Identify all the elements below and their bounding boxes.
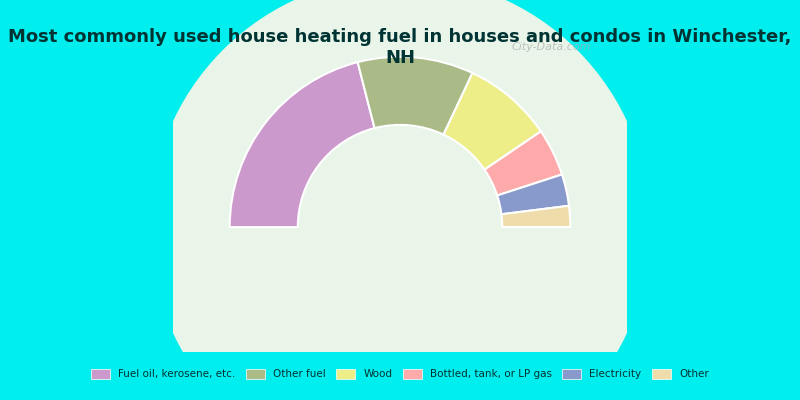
Wedge shape [443,73,541,170]
Wedge shape [358,57,473,135]
Legend: Fuel oil, kerosene, etc., Other fuel, Wood, Bottled, tank, or LP gas, Electricit: Fuel oil, kerosene, etc., Other fuel, Wo… [86,363,714,385]
Circle shape [150,0,650,400]
Text: City-Data.com: City-Data.com [511,42,590,52]
Wedge shape [230,62,374,227]
Wedge shape [497,174,569,214]
Text: Most commonly used house heating fuel in houses and condos in Winchester, NH: Most commonly used house heating fuel in… [8,28,792,67]
Wedge shape [485,131,562,196]
Wedge shape [502,206,570,227]
